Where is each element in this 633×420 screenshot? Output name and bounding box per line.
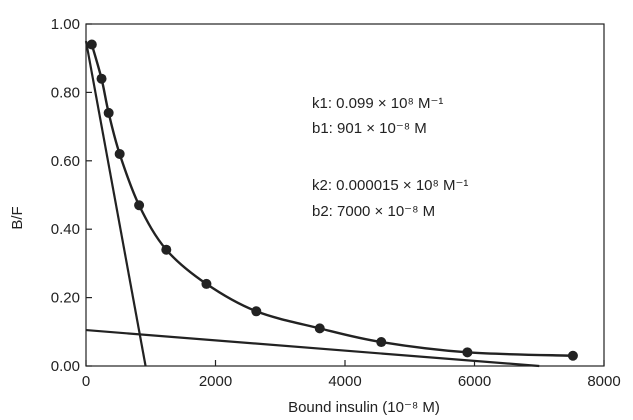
fit-curve — [90, 44, 573, 357]
y-axis-label: B/F — [9, 206, 26, 229]
fit-lines — [84, 40, 540, 368]
annotation-b2: b2: 7000 × 10⁻⁸ M — [312, 203, 435, 220]
data-point — [114, 148, 125, 159]
y-axis-ticks: 0.00 0.20 0.40 0.60 0.80 1.00 — [51, 16, 92, 375]
y-tick-label: 0.80 — [51, 84, 80, 101]
data-point — [134, 200, 145, 211]
data-point — [96, 73, 107, 84]
plot-frame — [85, 23, 605, 367]
fit-line — [85, 328, 540, 368]
fit-line — [84, 40, 147, 367]
data-point — [314, 323, 325, 334]
x-axis-ticks: 0 2000 4000 6000 8000 — [82, 360, 621, 390]
x-tick-label: 6000 — [458, 373, 491, 390]
y-tick-label: 0.20 — [51, 290, 80, 307]
y-tick-label: 1.00 — [51, 16, 80, 33]
data-point — [376, 337, 387, 348]
x-tick-label: 2000 — [199, 373, 232, 390]
y-tick-label: 0.00 — [51, 358, 80, 375]
x-tick-label: 8000 — [587, 373, 620, 390]
data-point — [103, 107, 114, 118]
x-axis-label: Bound insulin (10⁻⁸ M) — [288, 399, 440, 416]
data-point — [86, 39, 97, 50]
data-point — [161, 244, 172, 255]
data-point — [201, 278, 212, 289]
annotation-k2: k2: 0.000015 × 10⁸ M⁻¹ — [312, 177, 468, 194]
x-tick-label: 4000 — [328, 373, 361, 390]
annotation-b1: b1: 901 × 10⁻⁸ M — [312, 120, 427, 137]
data-points — [86, 39, 578, 361]
annotation-k1: k1: 0.099 × 10⁸ M⁻¹ — [312, 95, 443, 112]
y-tick-label: 0.40 — [51, 221, 80, 238]
data-point — [462, 347, 473, 358]
x-tick-label: 0 — [82, 373, 90, 390]
data-point — [567, 350, 578, 361]
y-tick-label: 0.60 — [51, 153, 80, 170]
curve-path — [90, 44, 573, 357]
data-point — [251, 306, 262, 317]
